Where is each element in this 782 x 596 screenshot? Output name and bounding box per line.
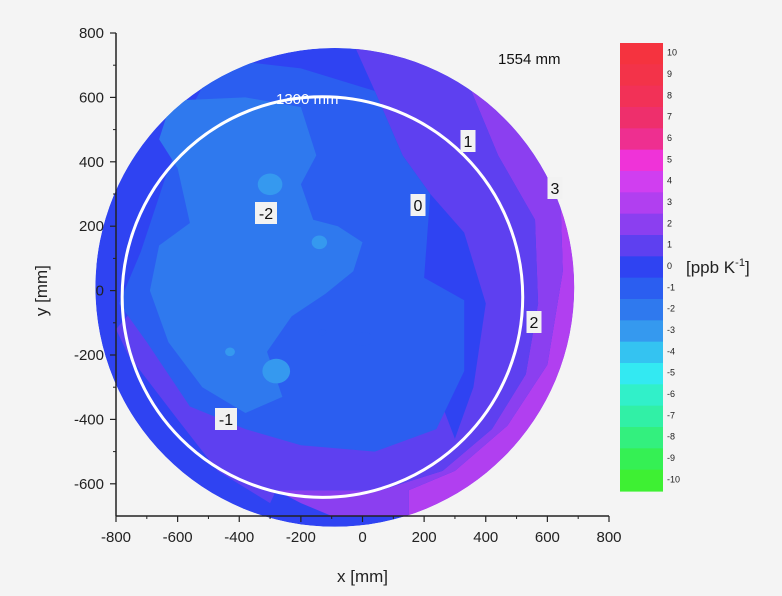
y-tick-label-1: 600 xyxy=(79,89,104,106)
colorbar-label--2: -2 xyxy=(667,304,675,314)
region-level--1-9 xyxy=(351,332,374,346)
axes: -800 -600 -400 -200 0 200 400 600 80080060040020… xyxy=(32,25,622,586)
x-tick-label-3: -200 xyxy=(286,529,316,546)
y-tick-label-6: -400 xyxy=(74,411,104,428)
colorbar-label--5: -5 xyxy=(667,368,675,378)
region-level--2-4 xyxy=(149,97,363,414)
contour-label-bg xyxy=(215,408,237,430)
colorbar-swatch-1 xyxy=(620,235,663,257)
colorbar-label-8: 8 xyxy=(667,90,672,100)
contour-label-bg xyxy=(547,177,563,199)
x-tick-label-6: 400 xyxy=(473,529,498,546)
contour-regions xyxy=(95,47,575,527)
colorbar-label--4: -4 xyxy=(667,346,675,356)
contour-label-text: 3 xyxy=(551,181,560,198)
colorbar-swatch-6 xyxy=(620,128,663,151)
colorbar-label-9: 9 xyxy=(667,69,672,79)
colorbar-label--1: -1 xyxy=(667,282,675,292)
contour-label-0: -2 xyxy=(255,202,277,224)
colorbar-swatch--7 xyxy=(620,405,663,428)
x-tick-label-4: 0 xyxy=(358,529,366,546)
colorbar-label-3: 3 xyxy=(667,197,672,207)
contour-label-bg xyxy=(255,202,277,224)
colorbar-label--3: -3 xyxy=(667,325,675,335)
contour-label-2: 1 xyxy=(460,130,476,152)
region-level--3-7 xyxy=(262,358,291,384)
inner-diameter-label: 1300 mm xyxy=(276,91,339,108)
y-axis-title: y [mm] xyxy=(32,265,51,316)
contour-label-bg xyxy=(410,194,426,216)
colorbar-label--8: -8 xyxy=(667,432,675,442)
colorbar-swatch-7 xyxy=(620,107,663,129)
colorbar-swatch-4 xyxy=(620,171,663,193)
y-tick-label-0: 800 xyxy=(79,25,104,42)
colorbar-label-10: 10 xyxy=(667,48,677,58)
colorbar-label--7: -7 xyxy=(667,410,675,420)
colorbar-swatch--9 xyxy=(620,448,663,471)
colorbar-swatch-9 xyxy=(620,64,663,87)
colorbar-swatch-0 xyxy=(620,256,663,279)
y-tick-label-7: -600 xyxy=(74,476,104,493)
colorbar-swatch-5 xyxy=(620,149,663,172)
x-tick-label-0: -800 xyxy=(101,529,131,546)
colorbar-label-2: 2 xyxy=(667,218,672,228)
x-tick-label-2: -400 xyxy=(224,529,254,546)
colorbar-label-7: 7 xyxy=(667,112,672,122)
colorbar-swatch--3 xyxy=(620,320,663,343)
inner-diameter-circle xyxy=(120,95,525,499)
y-tick-label-2: 400 xyxy=(79,154,104,171)
colorbar-label-5: 5 xyxy=(667,154,672,164)
colorbar-label-4: 4 xyxy=(667,176,672,186)
y-tick-label-4: 0 xyxy=(96,283,104,300)
colorbar-unit-label: [ppb K-1] xyxy=(686,257,750,277)
region-level--3-6 xyxy=(311,235,328,250)
colorbar-swatch--10 xyxy=(620,469,663,492)
colorbar-swatch--5 xyxy=(620,363,663,385)
colorbar-swatch-8 xyxy=(620,85,663,108)
region-level--3-5 xyxy=(257,173,283,196)
colorbar-label-6: 6 xyxy=(667,133,672,143)
contour-label-4: 2 xyxy=(526,311,542,333)
contour-label-text: 1 xyxy=(464,134,473,151)
x-tick-label-8: 800 xyxy=(596,529,621,546)
colorbar-swatch--8 xyxy=(620,427,663,449)
x-tick-label-7: 600 xyxy=(535,529,560,546)
outer-diameter-label: 1554 mm xyxy=(498,51,561,68)
x-axis-title: x [mm] xyxy=(337,567,388,586)
contour-label-1: 0 xyxy=(410,194,426,216)
colorbar-swatch-2 xyxy=(620,213,663,236)
region-level--3-8 xyxy=(225,347,235,357)
region-level--1-10 xyxy=(318,329,327,336)
colorbar-label-1: 1 xyxy=(667,240,672,250)
colorbar-label-0: 0 xyxy=(667,261,672,271)
colorbar-swatch--4 xyxy=(620,341,663,364)
contour-label-text: -2 xyxy=(259,206,273,223)
contour-label-bg xyxy=(526,311,542,333)
x-tick-label-5: 200 xyxy=(412,529,437,546)
y-tick-label-5: -200 xyxy=(74,347,104,364)
y-tick-label-3: 200 xyxy=(79,218,104,235)
colorbar-label--9: -9 xyxy=(667,453,675,463)
colorbar-label--10: -10 xyxy=(667,474,680,484)
x-tick-label-1: -600 xyxy=(163,529,193,546)
contour-label-bg xyxy=(460,130,476,152)
colorbar-swatch-10 xyxy=(620,43,663,65)
colorbar-swatch--2 xyxy=(620,299,663,321)
contour-label-5: -1 xyxy=(215,408,237,430)
contour-label-text: 2 xyxy=(530,315,539,332)
plot-area: 1554 mm 1300 mm -2 0 1 3 2 -1 xyxy=(95,47,575,527)
colorbar-swatch--6 xyxy=(620,384,663,407)
contour-label-text: 0 xyxy=(414,198,423,215)
contour-label-text: -1 xyxy=(219,412,233,429)
colorbar-swatch--1 xyxy=(620,277,663,300)
contour-label-3: 3 xyxy=(547,177,563,199)
colorbar-label--6: -6 xyxy=(667,389,675,399)
colorbar-swatch-3 xyxy=(620,192,663,215)
